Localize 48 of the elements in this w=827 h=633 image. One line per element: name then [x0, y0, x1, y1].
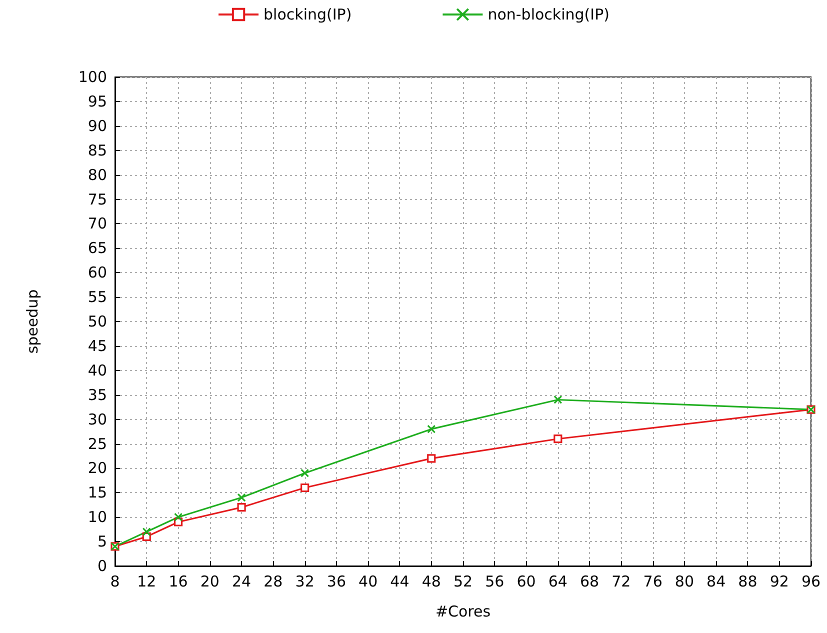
y-tick-label: 35: [88, 386, 107, 404]
x-tick-label: 52: [453, 572, 473, 590]
y-tick-label: 20: [88, 459, 107, 478]
x-tick-label: 64: [548, 572, 568, 590]
y-tick-label: 40: [88, 361, 107, 380]
x-tick-label: 44: [390, 572, 410, 590]
x-tick-label: 80: [674, 572, 694, 590]
x-tick-label: 8: [110, 572, 120, 590]
x-tick-label: 32: [295, 572, 314, 590]
y-tick-label: 65: [88, 239, 107, 258]
x-tick-label: 68: [580, 572, 600, 590]
y-tick-label: 80: [88, 166, 107, 184]
x-tick-label: 76: [643, 572, 662, 590]
x-tick-label: 56: [485, 572, 504, 590]
x-tick-label: 24: [232, 572, 252, 590]
y-tick-label: 45: [88, 336, 107, 355]
y-tick-label: 50: [88, 312, 107, 330]
y-tick-label: 30: [88, 410, 107, 428]
y-tick-label: 0: [97, 557, 107, 575]
x-tick-label: 96: [801, 572, 821, 590]
y-tick-label: 15: [88, 484, 107, 502]
x-tick-label: 16: [168, 572, 188, 590]
x-tick-label: 92: [770, 572, 789, 590]
x-tick-label: 28: [264, 572, 283, 590]
x-tick-label: 84: [706, 572, 726, 590]
x-tick-label: 60: [516, 572, 536, 590]
x-tick-label: 72: [612, 572, 631, 590]
x-axis-title: #Cores: [435, 602, 491, 620]
y-tick-label: 85: [88, 141, 107, 160]
x-tick-label: 48: [422, 572, 441, 590]
y-tick-label: 60: [88, 264, 107, 282]
y-tick-label: 95: [88, 92, 107, 110]
x-tick-label: 20: [200, 572, 220, 590]
legend-label: blocking(IP): [264, 6, 352, 24]
y-tick-label: 100: [78, 68, 107, 86]
y-tick-label: 75: [88, 190, 107, 208]
legend-label: non-blocking(IP): [488, 6, 610, 24]
y-tick-label: 5: [97, 532, 107, 551]
x-tick-label: 40: [358, 572, 378, 590]
y-tick-label: 70: [88, 214, 107, 233]
x-tick-label: 88: [738, 572, 758, 590]
y-axis-title: speedup: [24, 289, 42, 354]
y-tick-label: 10: [88, 508, 107, 526]
y-tick-label: 90: [88, 116, 107, 135]
x-tick-label: 36: [326, 572, 346, 590]
y-tick-label: 25: [88, 434, 107, 453]
y-tick-label: 55: [88, 288, 107, 306]
x-tick-label: 12: [137, 572, 156, 590]
